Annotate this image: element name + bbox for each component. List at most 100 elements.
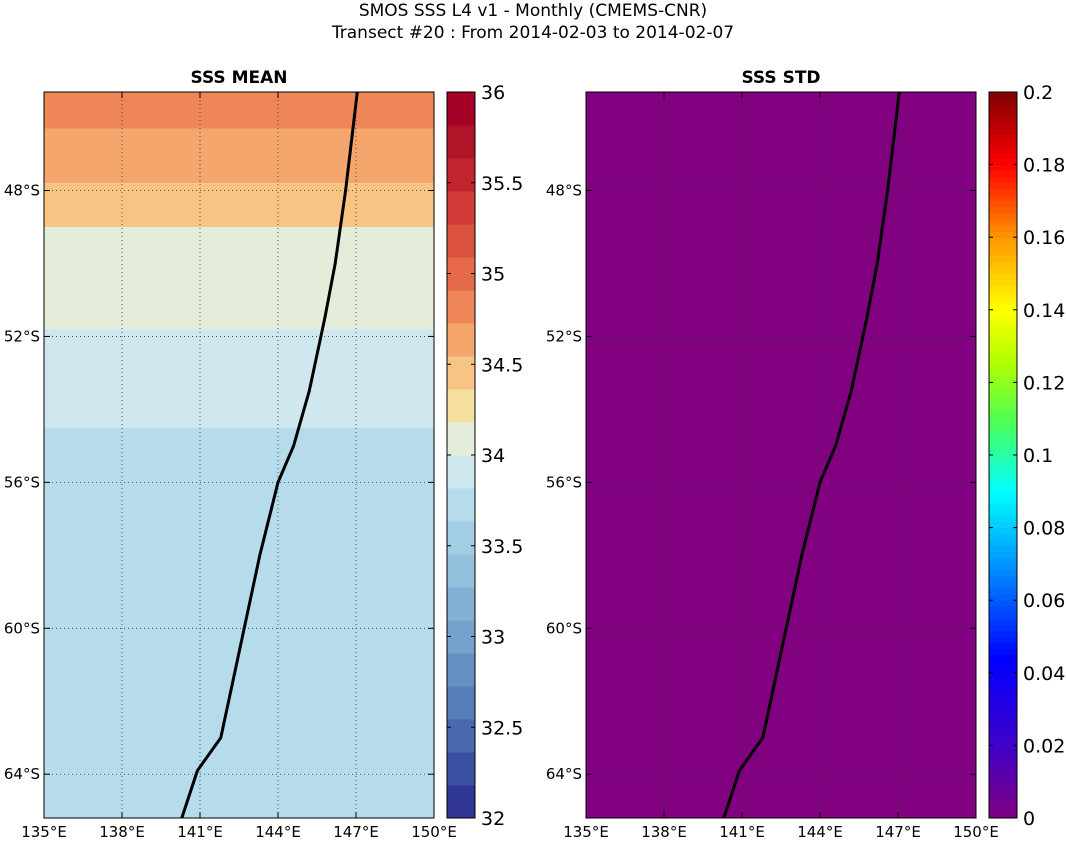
- colorbar-tick-label: 0.08: [1023, 518, 1065, 540]
- colorbar-segment: [989, 334, 1017, 341]
- colorbar-segment: [989, 721, 1017, 728]
- field-band: [44, 128, 434, 184]
- colorbar-segment: [447, 521, 475, 555]
- colorbar-segment: [989, 412, 1017, 420]
- colorbar-segment: [989, 170, 1017, 178]
- colorbar-segment: [447, 422, 475, 456]
- colorbar-segment: [989, 672, 1017, 680]
- colorbar-tick-label: 32: [481, 808, 505, 830]
- colorbar-segment: [989, 461, 1017, 468]
- y-tick-label: 64°S: [546, 765, 582, 783]
- colorbar-segment: [989, 624, 1017, 631]
- y-tick-label: 48°S: [546, 182, 582, 200]
- colorbar-segment: [989, 455, 1017, 462]
- colorbar-segment: [447, 191, 475, 225]
- colorbar-segment: [447, 92, 475, 126]
- colorbar-segment: [989, 781, 1017, 789]
- colorbar-segment: [989, 582, 1017, 589]
- colorbar-segment: [989, 618, 1017, 625]
- x-tick-label: 135°E: [21, 823, 67, 841]
- colorbar-segment: [447, 455, 475, 489]
- colorbar-segment: [989, 206, 1017, 214]
- colorbar-segment: [989, 491, 1017, 498]
- colorbar-segment: [447, 389, 475, 423]
- colorbar-tick-label: 33.5: [481, 536, 523, 558]
- x-tick-label: 138°E: [641, 823, 687, 841]
- y-tick-label: 64°S: [4, 765, 40, 783]
- colorbar-segment: [989, 751, 1017, 758]
- colorbar-segment: [989, 122, 1017, 129]
- colorbar-segment: [989, 612, 1017, 619]
- colorbar-tick-label: 35.5: [481, 173, 523, 195]
- colorbar-segment: [989, 340, 1017, 347]
- colorbar-segment: [447, 125, 475, 159]
- colorbar-segment: [989, 436, 1017, 444]
- field-band: [44, 226, 434, 330]
- colorbar-segment: [447, 323, 475, 357]
- x-tick-label: 147°E: [875, 823, 921, 841]
- colorbar-segment: [447, 224, 475, 258]
- colorbar-segment: [989, 509, 1017, 516]
- colorbar-segment: [447, 158, 475, 192]
- colorbar-segment: [989, 479, 1017, 486]
- colorbar-segment: [989, 140, 1017, 147]
- colorbar-segment: [989, 442, 1017, 450]
- field-band: [44, 183, 434, 227]
- colorbar-segment: [989, 606, 1017, 613]
- colorbar-segment: [989, 194, 1017, 202]
- colorbar-segment: [447, 290, 475, 324]
- colorbar-segment: [989, 569, 1017, 577]
- colorbar-segment: [989, 684, 1017, 692]
- colorbar-segment: [989, 237, 1017, 244]
- colorbar-segment: [989, 400, 1017, 408]
- colorbar-segment: [989, 533, 1017, 541]
- colorbar-tick-label: 0.12: [1023, 372, 1065, 394]
- colorbar-tick-label: 0.16: [1023, 227, 1065, 249]
- y-tick-label: 56°S: [4, 473, 40, 491]
- colorbar-segment: [989, 200, 1017, 208]
- field-fill: [586, 92, 976, 818]
- colorbar-tick-label: 0.18: [1023, 155, 1065, 177]
- figure-title-line-1: SMOS SSS L4 v1 - Monthly (CMEMS-CNR): [358, 1, 708, 21]
- colorbar-tick-label: 0.1: [1023, 445, 1053, 467]
- colorbar-segment: [447, 686, 475, 720]
- colorbar-segment: [989, 104, 1017, 111]
- colorbar-segment: [989, 448, 1017, 456]
- colorbar-segment: [989, 703, 1017, 710]
- x-tick-label: 150°E: [411, 823, 457, 841]
- colorbar-segment: [989, 503, 1017, 510]
- colorbar-segment: [989, 727, 1017, 734]
- colorbar-segment: [989, 327, 1017, 335]
- colorbar-segment: [989, 733, 1017, 740]
- colorbar-tick-label: 36: [481, 82, 505, 104]
- colorbar-segment: [989, 636, 1017, 644]
- colorbar-tick-label: 0.14: [1023, 300, 1065, 322]
- colorbar-segment: [989, 376, 1017, 383]
- colorbar-segment: [989, 255, 1017, 262]
- field-band: [44, 329, 434, 428]
- colorbar-segment: [989, 666, 1017, 674]
- x-tick-label: 141°E: [177, 823, 223, 841]
- colorbar-segment: [989, 745, 1017, 752]
- colorbar-segment: [989, 648, 1017, 656]
- colorbar-segment: [989, 128, 1017, 135]
- sss-std-panel: 135°E 138°E 141°E 144°E 147°E 150°E 48°S 52°S 56…: [546, 68, 1065, 841]
- colorbar-segment: [989, 576, 1017, 583]
- colorbar-segment: [989, 521, 1017, 529]
- colorbar-segment: [989, 467, 1017, 474]
- colorbar-segment: [989, 213, 1017, 220]
- colorbar-segment: [989, 539, 1017, 547]
- colorbar-segment: [989, 551, 1017, 559]
- y-tick-label: 52°S: [4, 327, 40, 345]
- field-band: [44, 427, 434, 818]
- colorbar: 0.2 0.18 0.16 0.14 0.12 0.1 0.08 0.06 0.04 0.02 0: [988, 82, 1065, 830]
- colorbar-segment: [989, 775, 1017, 783]
- transect-line: [722, 91, 901, 819]
- panel-title: SSS MEAN: [190, 68, 287, 88]
- colorbar-tick-label: 0.2: [1023, 82, 1053, 104]
- x-tick-label: 138°E: [99, 823, 145, 841]
- colorbar-segment: [447, 653, 475, 687]
- y-tick-label: 52°S: [546, 327, 582, 345]
- colorbar-segment: [989, 406, 1017, 414]
- colorbar-segment: [989, 563, 1017, 571]
